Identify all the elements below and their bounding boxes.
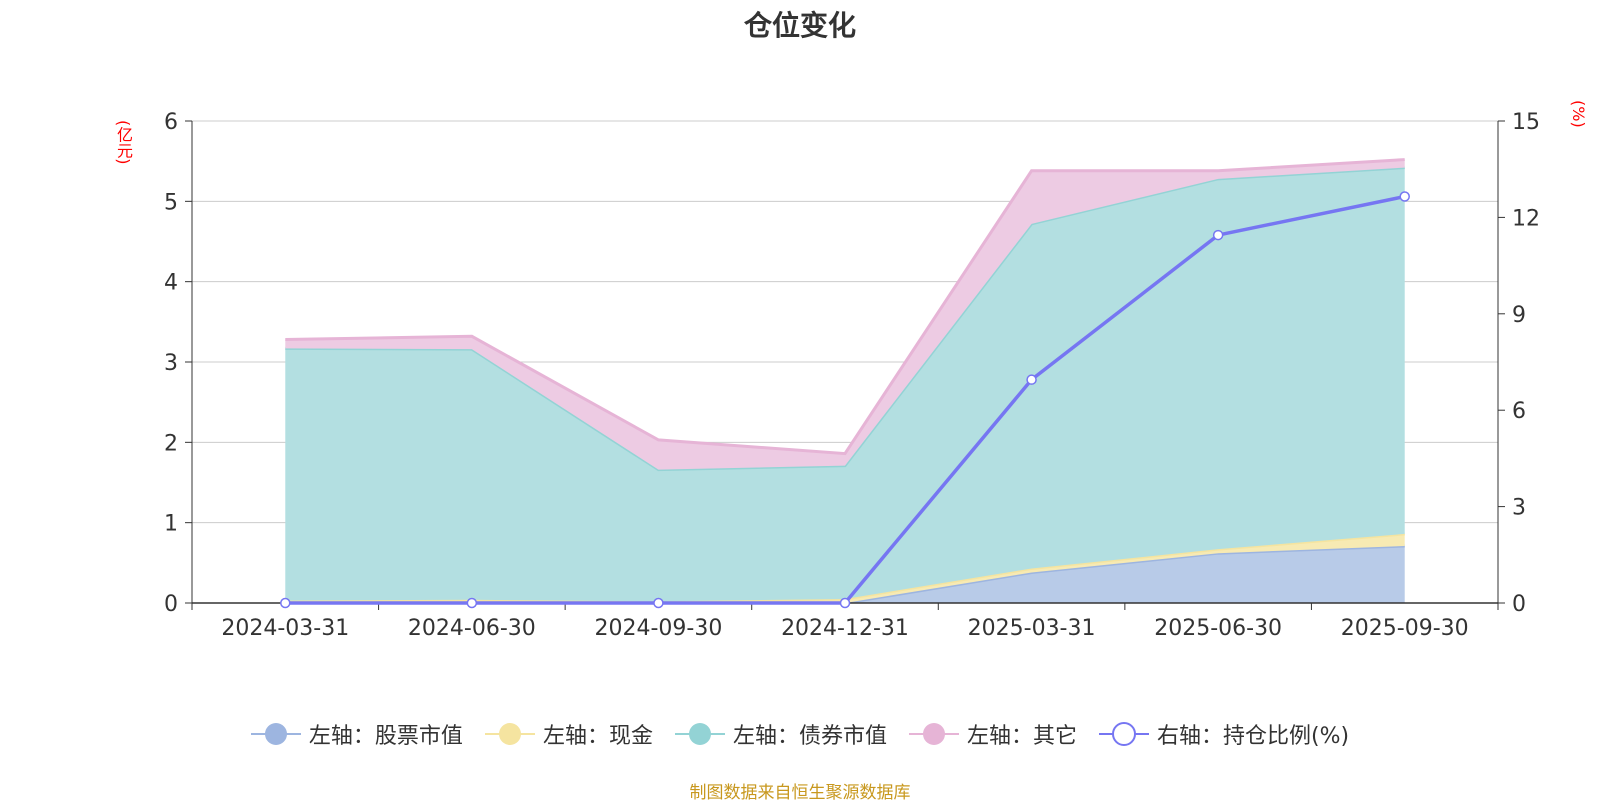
left-tick-label: 6: [164, 110, 178, 135]
area-series-4-edge: [285, 158, 1405, 456]
x-tick-label: 2024-03-31: [221, 616, 349, 641]
legend-item[interactable]: 右轴：持仓比例(%): [1098, 718, 1350, 750]
x-tick-label: 2025-03-31: [968, 616, 1096, 641]
x-tick-label: 2024-12-31: [781, 616, 909, 641]
stacked-areas: [285, 158, 1405, 605]
legend-area-icon: [250, 723, 301, 745]
left-tick-label: 5: [164, 190, 178, 215]
legend-label: 左轴：债券市值: [732, 724, 887, 749]
right-tick-label: 0: [1512, 592, 1526, 617]
ratio-point: [1399, 191, 1410, 202]
legend-label: 右轴：持仓比例(%): [1156, 724, 1350, 749]
left-axis-unit: (亿元): [114, 120, 133, 165]
chart-title: 仓位变化: [743, 9, 856, 42]
right-tick-label: 12: [1512, 206, 1540, 231]
ratio-point: [280, 597, 291, 609]
legend-area-icon: [674, 723, 725, 745]
right-tick-label: 3: [1512, 496, 1526, 521]
legend-label: 左轴：股票市值: [308, 724, 463, 749]
x-tick-label: 2024-06-30: [408, 616, 536, 641]
ratio-line: [280, 191, 1410, 609]
right-tick-label: 15: [1512, 110, 1540, 135]
source-note: 制图数据来自恒生聚源数据库: [689, 783, 911, 803]
area-series-3: [285, 167, 1405, 602]
x-tick-label: 2025-06-30: [1154, 616, 1282, 641]
legend-label: 左轴：现金: [542, 724, 653, 749]
legend-item[interactable]: 左轴：其它: [908, 718, 1077, 750]
legend-area-icon: [484, 723, 535, 745]
left-tick-label: 3: [164, 351, 178, 376]
ratio-point: [653, 597, 664, 609]
area-series-4: [285, 159, 1405, 470]
legend-label: 左轴：其它: [966, 724, 1077, 749]
legend-line-icon: [1098, 722, 1149, 746]
right-axis-unit: (%): [1569, 100, 1588, 128]
left-tick-label: 2: [164, 431, 178, 456]
ratio-point: [839, 597, 851, 609]
right-tick-label: 6: [1512, 399, 1526, 424]
legend-item[interactable]: 左轴：股票市值: [250, 718, 463, 750]
legend-item[interactable]: 左轴：债券市值: [674, 718, 887, 750]
x-tick-label: 2024-09-30: [594, 616, 722, 641]
left-tick-label: 0: [164, 592, 178, 617]
x-tick-label: 2025-09-30: [1341, 616, 1469, 641]
right-tick-label: 9: [1512, 303, 1526, 328]
left-tick-label: 1: [164, 512, 178, 537]
legend: 左轴：股票市值 左轴：现金 左轴：债券市值 左轴：其它 右轴：持仓比例(%): [0, 718, 1600, 750]
legend-item[interactable]: 左轴：现金: [484, 718, 653, 750]
area-series-1: [285, 545, 1405, 603]
legend-area-icon: [908, 723, 959, 745]
ratio-point: [1212, 229, 1224, 241]
left-tick-label: 4: [164, 271, 178, 296]
ratio-point: [466, 597, 478, 609]
ratio-point: [1026, 374, 1037, 385]
